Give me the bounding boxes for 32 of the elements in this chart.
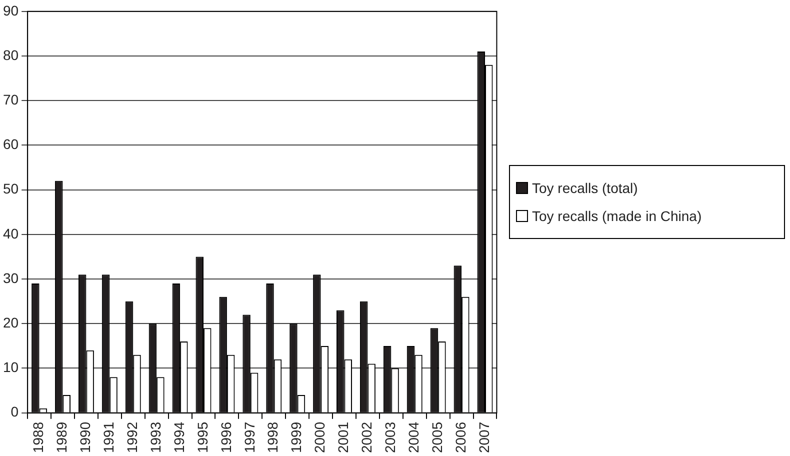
x-tick-label: 2004 xyxy=(405,422,422,454)
y-tick-label: 40 xyxy=(2,225,19,242)
x-tick-label: 1998 xyxy=(264,422,281,454)
x-tick-label: 2000 xyxy=(312,422,328,454)
x-tick-label: 1999 xyxy=(288,422,304,454)
y-tick-label: 70 xyxy=(2,91,19,108)
x-tick-label: 1995 xyxy=(194,422,210,454)
y-tick-label: 60 xyxy=(2,136,19,152)
x-tick-label: 2007 xyxy=(476,422,492,454)
x-tick-label: 1996 xyxy=(218,422,234,454)
x-tick-label: 1994 xyxy=(170,422,187,454)
x-tick-label: 2001 xyxy=(335,422,352,454)
x-tick-label: 2005 xyxy=(428,422,445,454)
x-tick-label: 1993 xyxy=(147,422,164,454)
x-tick-label: 1988 xyxy=(30,422,46,454)
x-tick-label: 1989 xyxy=(54,422,70,454)
legend-label: Toy recalls (total) xyxy=(532,180,638,196)
text: Toy recalls (made in China) xyxy=(532,208,702,224)
y-tick-label: 90 xyxy=(2,2,19,18)
x-tick-label: 1992 xyxy=(124,422,140,454)
y-tick-label: 20 xyxy=(2,314,19,331)
x-tick-label: 1991 xyxy=(100,422,117,454)
y-tick-label: 10 xyxy=(2,359,19,376)
y-tick-label: 30 xyxy=(2,270,19,286)
y-tick-label: 0 xyxy=(10,404,19,420)
x-tick-label: 1997 xyxy=(241,422,258,454)
y-tick-label: 50 xyxy=(2,180,19,197)
x-tick-label: 2003 xyxy=(382,422,398,454)
y-tick-label: 80 xyxy=(2,46,19,63)
x-tick-label: 2006 xyxy=(452,422,468,454)
x-tick-label: 1990 xyxy=(77,422,94,454)
x-tick-label: 2002 xyxy=(358,422,375,454)
